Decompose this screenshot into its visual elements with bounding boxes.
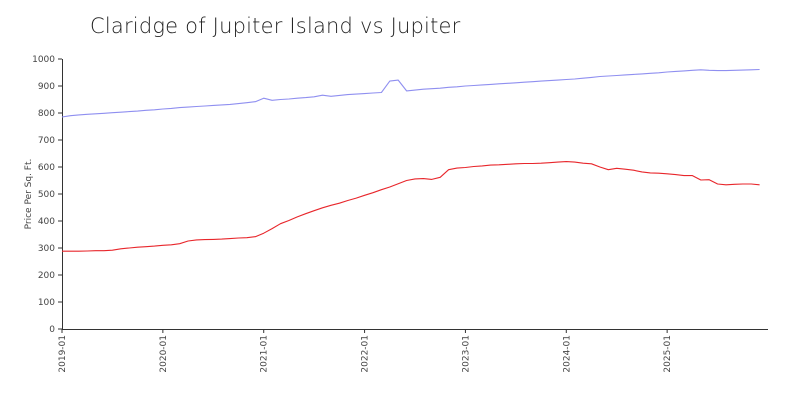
x-tick-label: 2021-01 bbox=[260, 335, 270, 373]
chart-title: Claridge of Jupiter Island vs Jupiter bbox=[90, 14, 461, 38]
y-tick-label: 400 bbox=[38, 217, 55, 227]
x-tick-label: 2025-01 bbox=[663, 335, 673, 373]
y-ticks: 0 100 200 300 400 500 600 700 800 900 1000 bbox=[32, 55, 62, 335]
y-tick-label: 900 bbox=[38, 82, 55, 92]
y-axis-label: Price Per Sq. Ft. bbox=[24, 159, 34, 230]
x-tick-label: 2019-01 bbox=[58, 335, 68, 373]
series-line-2 bbox=[62, 161, 760, 252]
y-tick-label: 100 bbox=[38, 298, 55, 308]
x-tick-label: 2023-01 bbox=[461, 335, 471, 373]
x-tick-label: 2020-01 bbox=[159, 335, 169, 373]
y-tick-label: 300 bbox=[38, 244, 55, 254]
y-tick-label: 1000 bbox=[32, 55, 55, 65]
axes bbox=[62, 59, 768, 330]
x-tick-label: 2024-01 bbox=[562, 335, 572, 373]
y-tick-label: 700 bbox=[38, 136, 55, 146]
y-tick-label: 200 bbox=[38, 271, 55, 281]
series-layer bbox=[61, 68, 760, 252]
series-line-1 bbox=[61, 68, 760, 118]
x-tick-label: 2022-01 bbox=[361, 335, 371, 373]
y-tick-label: 600 bbox=[38, 163, 55, 173]
y-tick-label: 800 bbox=[38, 109, 55, 119]
x-ticks: 2019-01 2020-01 2021-01 2022-01 2023-01 2024-… bbox=[58, 329, 673, 373]
y-tick-label: 0 bbox=[49, 325, 55, 335]
y-tick-label: 500 bbox=[38, 190, 55, 200]
